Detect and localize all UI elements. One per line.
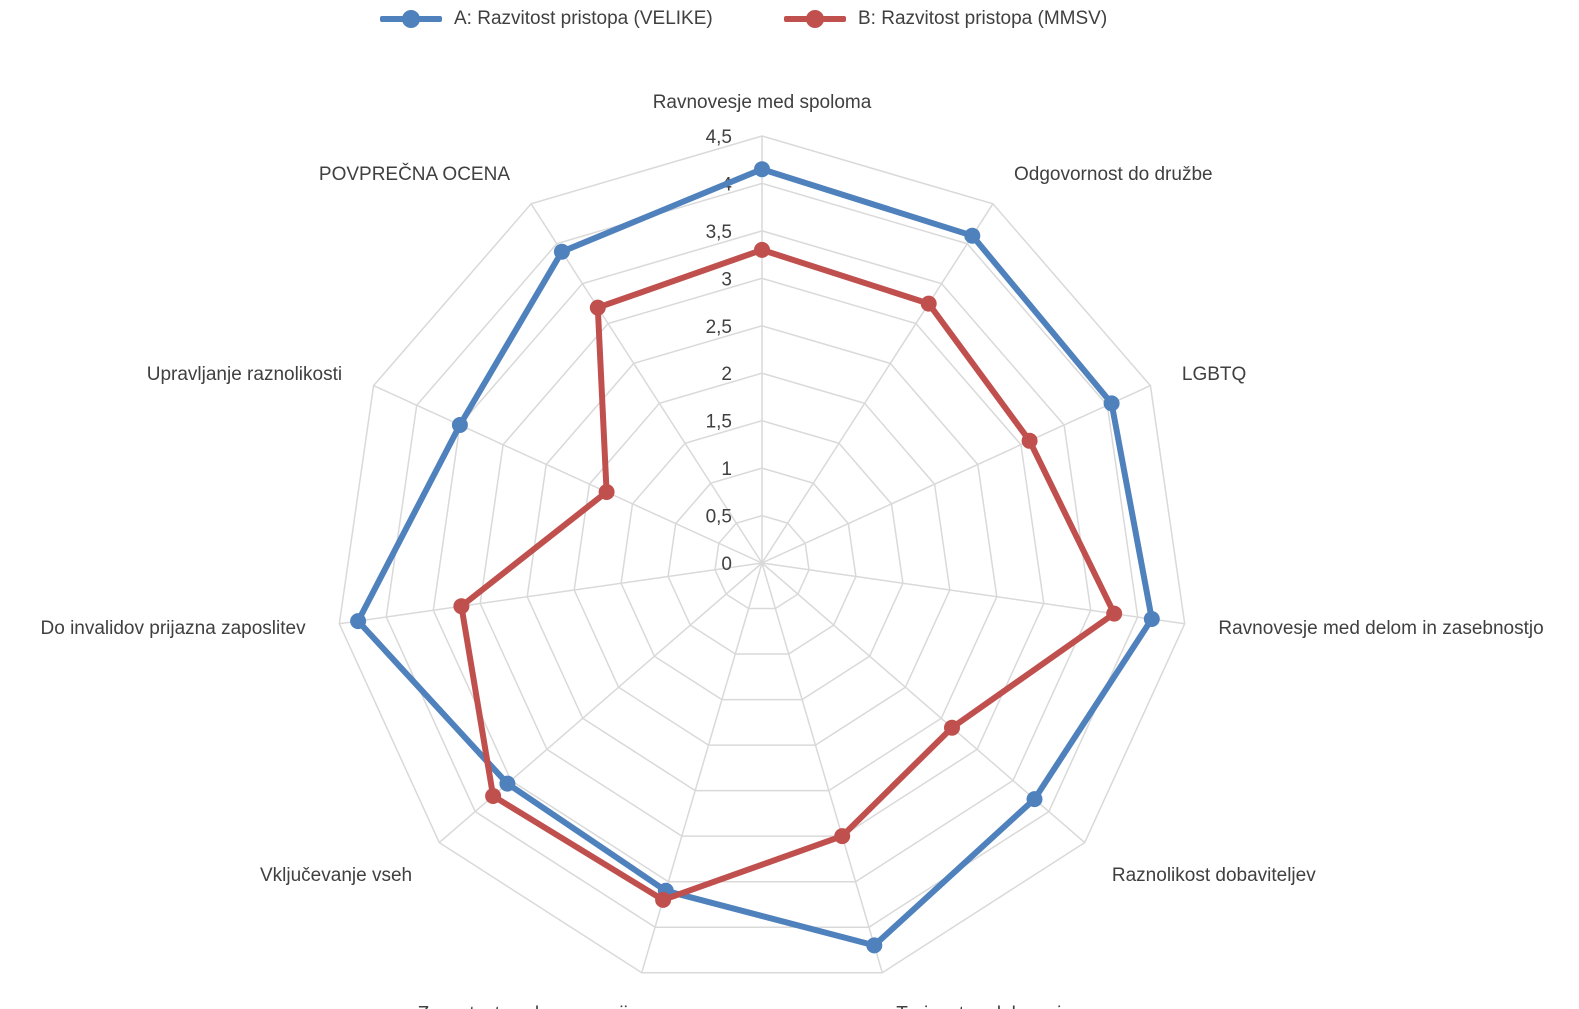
tick-label-3: 1,5 [706, 412, 732, 433]
tick-label-6: 3 [721, 269, 732, 290]
series-0-point-4 [1026, 791, 1043, 808]
category-label-9: Upravljanje raznolikosti [147, 364, 342, 385]
grid-ring-9 [338, 135, 1186, 974]
series-0-point-1 [964, 227, 981, 244]
series-1-point-6 [655, 891, 672, 908]
tick-label-7: 3,5 [706, 222, 732, 243]
spoke-1 [761, 203, 994, 564]
category-label-0: Ravnovesje med spoloma [653, 92, 872, 113]
legend-line-velike-icon [380, 8, 442, 30]
legend-item-mmsv: B: Razvitost pristopa (MMSV) [784, 8, 1107, 30]
tick-label-1: 0,5 [706, 507, 732, 528]
legend-item-velike: A: Razvitost pristopa (VELIKE) [380, 8, 713, 30]
spoke-5 [761, 562, 884, 973]
grid-ring-1 [714, 514, 810, 610]
series-0-point-10 [553, 243, 570, 260]
series-0-point-3 [1143, 611, 1160, 627]
series-0-point-5 [866, 937, 883, 954]
radar-spokes [339, 136, 1185, 973]
spoke-9 [373, 384, 763, 564]
category-label-7: Vključevanje vseh [260, 865, 412, 886]
legend: A: Razvitost pristopa (VELIKE) B: Razvit… [0, 0, 1579, 44]
grid-ring-7 [432, 230, 1092, 883]
tick-label-2: 1 [721, 459, 732, 480]
series-0-point-7 [499, 775, 516, 792]
grid-ring-2 [667, 467, 857, 655]
series-1-point-8 [453, 598, 470, 615]
series-1-point-5 [834, 828, 851, 845]
series-0-point-2 [1103, 395, 1120, 412]
series-1-point-2 [1021, 432, 1038, 449]
category-label-6: Zavzetost vseh generacij [418, 1004, 628, 1009]
series-1-point-4 [944, 719, 960, 736]
grid-ring-6 [479, 277, 1045, 837]
tick-label-0: 0 [721, 554, 732, 575]
category-label-5: Trajnostno delovanje [896, 1004, 1072, 1009]
legend-line-mmsv-icon [784, 8, 846, 30]
series-1-point-3 [1106, 605, 1123, 622]
category-label-8: Do invalidov prijazna zaposlitev [41, 618, 307, 639]
spoke-10 [530, 203, 763, 564]
series-1-point-9 [598, 484, 615, 500]
series-line-1 [458, 246, 1118, 903]
series-0-point-0 [754, 161, 770, 178]
legend-label-velike: A: Razvitost pristopa (VELIKE) [454, 8, 713, 29]
category-label-4: Raznolikost dobaviteljev [1112, 865, 1316, 886]
category-label-10: POVPREČNA OCENA [319, 163, 510, 185]
category-label-2: LGBTQ [1182, 364, 1246, 385]
grid-ring-8 [385, 182, 1139, 928]
grid-ring-5 [526, 325, 998, 792]
series-1-point-10 [589, 299, 606, 316]
category-label-3: Ravnovesje med delom in zasebnostjo [1218, 618, 1543, 639]
series-1-point-0 [754, 241, 770, 258]
series-1-point-1 [920, 295, 937, 312]
series-0-point-9 [451, 417, 468, 433]
series-line-0 [355, 166, 1155, 949]
radar-series [350, 161, 1160, 954]
radar-grid [338, 135, 1186, 974]
radar-category-labels: Ravnovesje med spoloma Odgovornost do dru… [41, 92, 1544, 1009]
series-0-point-8 [350, 613, 367, 630]
tick-label-5: 2,5 [706, 317, 732, 338]
tick-label-9: 4,5 [706, 127, 732, 148]
series-1-point-7 [485, 788, 502, 804]
spoke-8 [339, 562, 763, 625]
radar-tick-labels: 00,511,522,533,544,5 [706, 127, 733, 575]
spoke-2 [761, 384, 1151, 564]
grid-ring-3 [620, 419, 904, 701]
grid-ring-4 [573, 372, 951, 746]
legend-label-mmsv: B: Razvitost pristopa (MMSV) [858, 8, 1108, 29]
category-label-1: Odgovornost do družbe [1014, 164, 1213, 185]
tick-label-4: 2 [721, 364, 732, 385]
